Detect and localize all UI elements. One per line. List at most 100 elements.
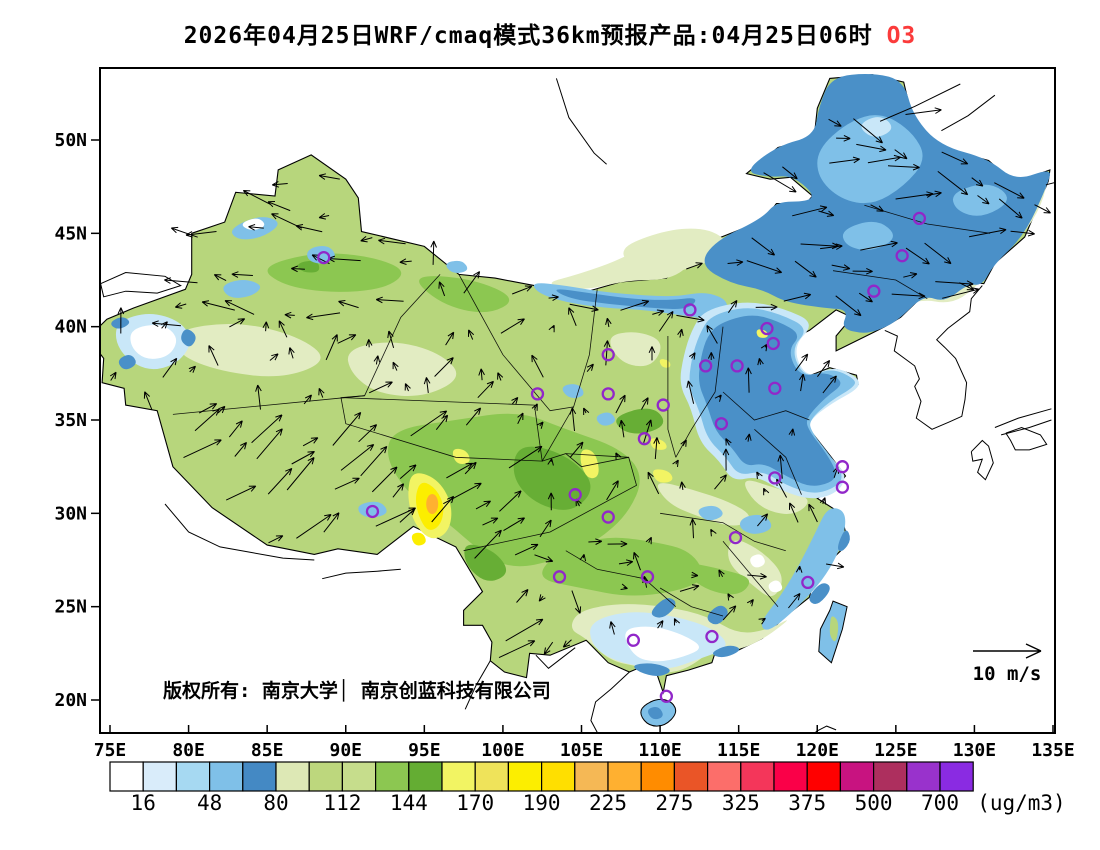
station-marker — [626, 633, 641, 647]
station-marker — [683, 303, 697, 317]
colorbar-tick-label: 144 — [390, 791, 428, 815]
colorbar-cell — [574, 761, 609, 792]
colorbar-cell — [408, 761, 443, 792]
station-marker — [568, 488, 582, 502]
colorbar-cell — [839, 761, 875, 792]
colorbar-cell — [773, 761, 808, 792]
station-marker — [601, 510, 615, 524]
colorbar-tick-label: 500 — [855, 791, 893, 815]
colorbar-cell — [375, 761, 410, 792]
colorbar-tick-label: 170 — [456, 791, 494, 815]
pollutant-label: O3 — [886, 23, 917, 49]
title-text: 2026年04月25日WRF/cmaq模式36km预报产品:04月25日06时 — [183, 23, 873, 49]
colorbar-cell — [906, 761, 941, 792]
lat-tick-label: 20N — [54, 690, 87, 711]
colorbar-cell — [209, 761, 244, 792]
colorbar: 16 48 80 112 144 170 190 225 275 325 375 500 700 (ug/… — [109, 761, 1066, 815]
colorbar-tick-label: 16 — [131, 791, 156, 815]
colorbar-tick-label: 275 — [655, 791, 693, 815]
map-layers — [100, 74, 1055, 733]
station-marker — [699, 359, 713, 373]
lon-tick-label: 135E — [1031, 740, 1074, 761]
station-marker — [766, 336, 780, 351]
station-marker — [601, 348, 615, 362]
axis-labels: 50N 45N 40N 35N 30N 25N 20N 75E 80E 85E 90E 95E 100E… — [54, 130, 1074, 761]
colorbar-cell — [474, 761, 510, 792]
colorbar-tick-label: 225 — [589, 791, 627, 815]
colorbar-cell — [607, 761, 642, 792]
colorbar-tick-label: 325 — [722, 791, 760, 815]
colorbar-cell — [872, 761, 908, 792]
colorbar-tick-label: 48 — [197, 791, 222, 815]
station-marker — [728, 530, 743, 545]
lat-tick-label: 40N — [54, 317, 87, 338]
lon-tick-label: 95E — [408, 740, 441, 761]
lat-tick-label: 45N — [54, 223, 87, 244]
station-marker — [365, 504, 380, 519]
station-marker — [705, 629, 719, 644]
colorbar-tick-label: 190 — [523, 791, 561, 815]
station-marker — [760, 321, 774, 336]
lon-tick-label: 120E — [796, 740, 839, 761]
lon-tick-label: 85E — [251, 740, 284, 761]
colorbar-cell — [806, 761, 842, 792]
station-marker — [659, 689, 674, 703]
colorbar-cell — [175, 761, 211, 792]
copyright-text: 版权所有: 南京大学│ 南京创蓝科技有限公司 — [163, 679, 551, 702]
lon-tick-label: 105E — [560, 740, 603, 761]
station-marker — [530, 387, 545, 401]
lat-tick-label: 50N — [54, 130, 87, 151]
colorbar-cell — [441, 761, 476, 792]
wind-scale-label: 10 m/s — [973, 663, 1042, 685]
station-marker — [801, 575, 815, 590]
lat-tick-label: 35N — [54, 410, 87, 431]
station-marker — [656, 398, 670, 412]
colorbar-cell — [540, 761, 576, 792]
colorbar-cell — [142, 761, 177, 792]
colorbar-cell — [706, 761, 742, 792]
station-marker — [835, 480, 850, 494]
station-marker — [730, 359, 744, 373]
station-marker — [768, 381, 782, 395]
page-title: 2026年04月25日WRF/cmaq模式36km预报产品:04月25日06时 O… — [0, 16, 1100, 50]
colorbar-cell — [308, 761, 344, 792]
wind-scale-arrow — [973, 643, 1042, 659]
lat-tick-label: 25N — [54, 597, 87, 618]
lon-tick-label: 100E — [481, 740, 524, 761]
lon-tick-label: 80E — [172, 740, 205, 761]
colorbar-tick-label: 700 — [921, 791, 959, 815]
colorbar-cell — [640, 761, 676, 792]
station-marker — [601, 387, 615, 401]
lon-tick-label: 110E — [638, 740, 681, 761]
lon-tick-label: 115E — [717, 740, 760, 761]
station-marker — [867, 284, 881, 298]
station-markers — [317, 211, 927, 703]
station-marker — [835, 460, 850, 474]
colorbar-cell — [109, 761, 144, 792]
lon-tick-label: 90E — [329, 740, 362, 761]
colorbar-cell — [939, 761, 974, 792]
station-marker — [317, 250, 331, 265]
lon-tick-label: 75E — [94, 740, 127, 761]
station-marker — [640, 570, 655, 584]
colorbar-cell — [740, 761, 775, 792]
lat-tick-label: 30N — [54, 503, 87, 524]
lon-tick-label: 130E — [953, 740, 996, 761]
station-marker — [895, 249, 909, 263]
lon-tick-label: 125E — [874, 740, 917, 761]
colorbar-tick-label: 375 — [788, 791, 826, 815]
colorbar-cell — [242, 761, 277, 792]
station-marker — [912, 211, 927, 226]
station-marker — [768, 471, 782, 485]
colorbar-unit-label: (ug/m3) — [977, 791, 1066, 815]
colorbar-cell — [507, 761, 543, 792]
colorbar-cell — [673, 761, 709, 792]
station-marker — [552, 570, 567, 584]
station-marker — [637, 432, 652, 446]
station-marker — [714, 417, 729, 431]
colorbar-tick-label: 112 — [323, 791, 361, 815]
map-frame — [99, 67, 1056, 734]
wind-scale-legend: 10 m/s — [973, 643, 1042, 685]
